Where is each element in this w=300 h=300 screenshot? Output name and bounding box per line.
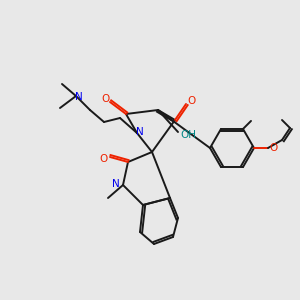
Text: O: O <box>100 154 108 164</box>
Text: OH: OH <box>180 130 196 140</box>
Text: N: N <box>112 179 120 189</box>
Text: O: O <box>269 143 277 153</box>
Text: O: O <box>101 94 109 104</box>
Text: N: N <box>75 92 83 102</box>
Text: N: N <box>136 127 144 137</box>
Text: O: O <box>187 96 195 106</box>
